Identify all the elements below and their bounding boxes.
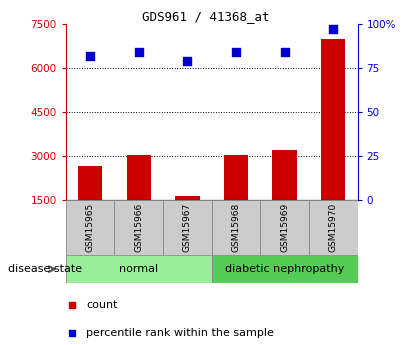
Bar xyxy=(163,200,212,255)
Bar xyxy=(224,155,248,244)
Text: GDS961 / 41368_at: GDS961 / 41368_at xyxy=(142,10,269,23)
Bar xyxy=(114,200,163,255)
Bar xyxy=(175,196,199,244)
Text: percentile rank within the sample: percentile rank within the sample xyxy=(86,328,274,337)
Bar xyxy=(212,200,260,255)
Text: GSM15966: GSM15966 xyxy=(134,203,143,252)
Bar xyxy=(212,255,358,283)
Bar xyxy=(66,255,212,283)
Text: GSM15968: GSM15968 xyxy=(231,203,240,252)
Bar xyxy=(260,200,309,255)
Text: diabetic nephropathy: diabetic nephropathy xyxy=(225,264,344,274)
Text: GSM15967: GSM15967 xyxy=(183,203,192,252)
Bar xyxy=(66,200,114,255)
Point xyxy=(184,58,191,64)
Point xyxy=(136,50,142,55)
Bar xyxy=(321,39,345,244)
Bar xyxy=(309,200,358,255)
Text: GSM15969: GSM15969 xyxy=(280,203,289,252)
Point xyxy=(233,50,239,55)
Point xyxy=(87,53,93,59)
Bar xyxy=(272,150,297,244)
Point xyxy=(281,50,288,55)
Text: disease state: disease state xyxy=(8,264,82,274)
Text: normal: normal xyxy=(119,264,158,274)
Text: GSM15970: GSM15970 xyxy=(329,203,338,252)
Point xyxy=(330,27,337,32)
Bar xyxy=(78,166,102,244)
Text: GSM15965: GSM15965 xyxy=(85,203,95,252)
Bar xyxy=(127,155,151,244)
Text: count: count xyxy=(86,300,118,309)
